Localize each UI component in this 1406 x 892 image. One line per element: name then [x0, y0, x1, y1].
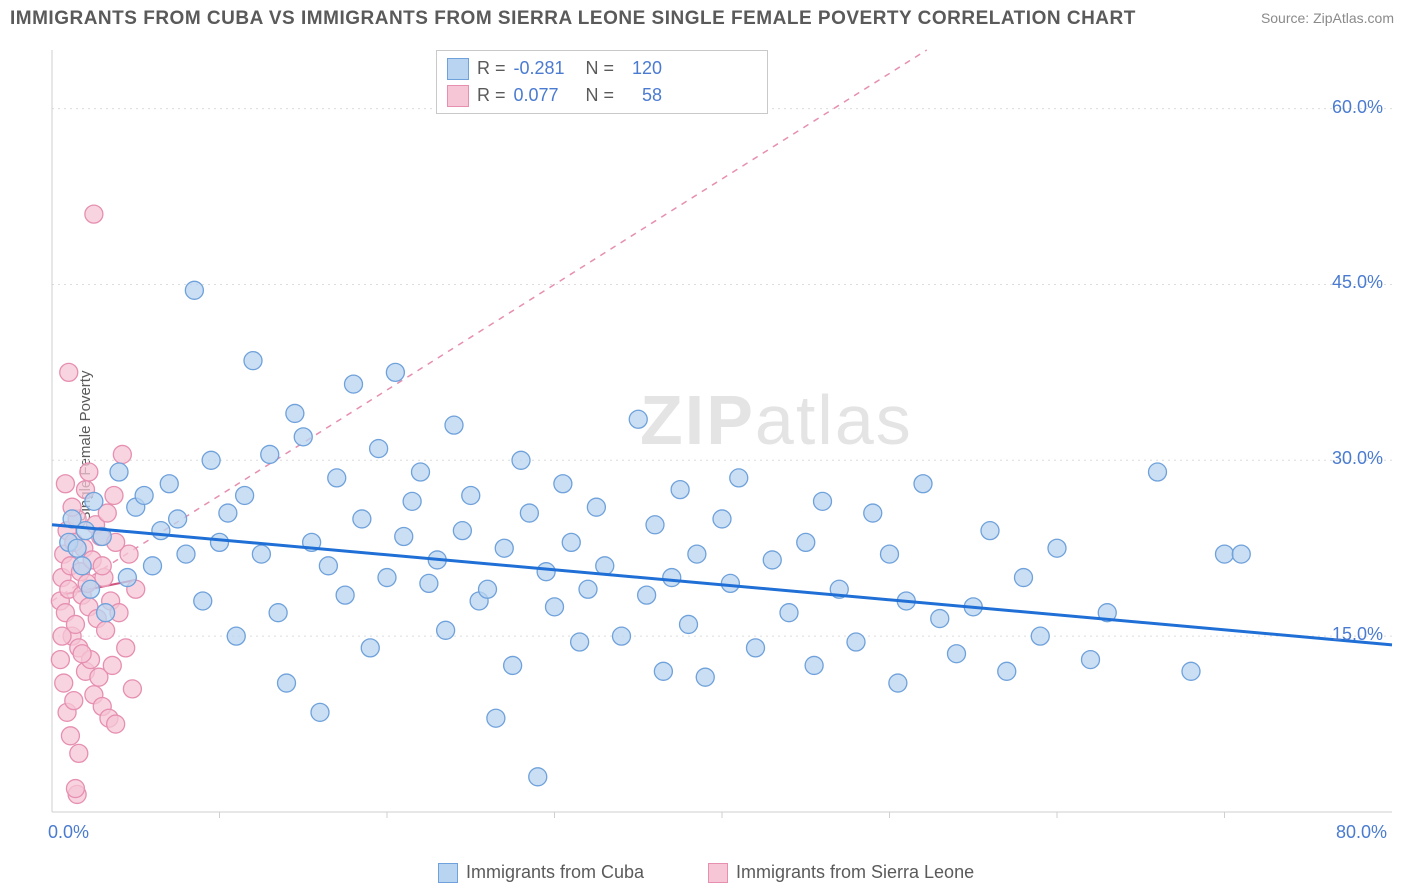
bottom-label-sl: Immigrants from Sierra Leone [736, 862, 974, 883]
legend-n-value-sl: 58 [622, 82, 662, 109]
legend-swatch-sierra-leone [447, 85, 469, 107]
bottom-swatch-sl [708, 863, 728, 883]
source-attribution: Source: ZipAtlas.com [1261, 10, 1394, 26]
y-tick-label: 60.0% [1332, 97, 1383, 118]
y-tick-label: 45.0% [1332, 272, 1383, 293]
legend-swatch-cuba [447, 58, 469, 80]
legend-row-cuba: R = -0.281 N = 120 [447, 55, 757, 82]
source-name: ZipAtlas.com [1313, 10, 1394, 26]
legend-n-label-sl: N = [586, 82, 615, 109]
bottom-swatch-cuba [438, 863, 458, 883]
x-tick-left: 0.0% [48, 822, 89, 843]
y-tick-label: 30.0% [1332, 448, 1383, 469]
legend-r-value-sl: 0.077 [514, 82, 578, 109]
legend-n-value-cuba: 120 [622, 55, 662, 82]
legend-r-label-sl: R = [477, 82, 506, 109]
chart-svg [52, 42, 1396, 842]
bottom-label-cuba: Immigrants from Cuba [466, 862, 644, 883]
y-tick-label: 15.0% [1332, 624, 1383, 645]
chart-title: IMMIGRANTS FROM CUBA VS IMMIGRANTS FROM … [10, 8, 1136, 30]
legend-r-label-cuba: R = [477, 55, 506, 82]
correlation-legend: R = -0.281 N = 120 R = 0.077 N = 58 [436, 50, 768, 114]
bottom-legend-cuba: Immigrants from Cuba [438, 862, 644, 883]
legend-n-label-cuba: N = [586, 55, 615, 82]
source-label: Source: [1261, 10, 1309, 26]
bottom-legend-sierra-leone: Immigrants from Sierra Leone [708, 862, 974, 883]
plot-area [52, 42, 1396, 842]
legend-r-value-cuba: -0.281 [514, 55, 578, 82]
x-tick-right: 80.0% [1336, 822, 1387, 843]
legend-row-sierra-leone: R = 0.077 N = 58 [447, 82, 757, 109]
